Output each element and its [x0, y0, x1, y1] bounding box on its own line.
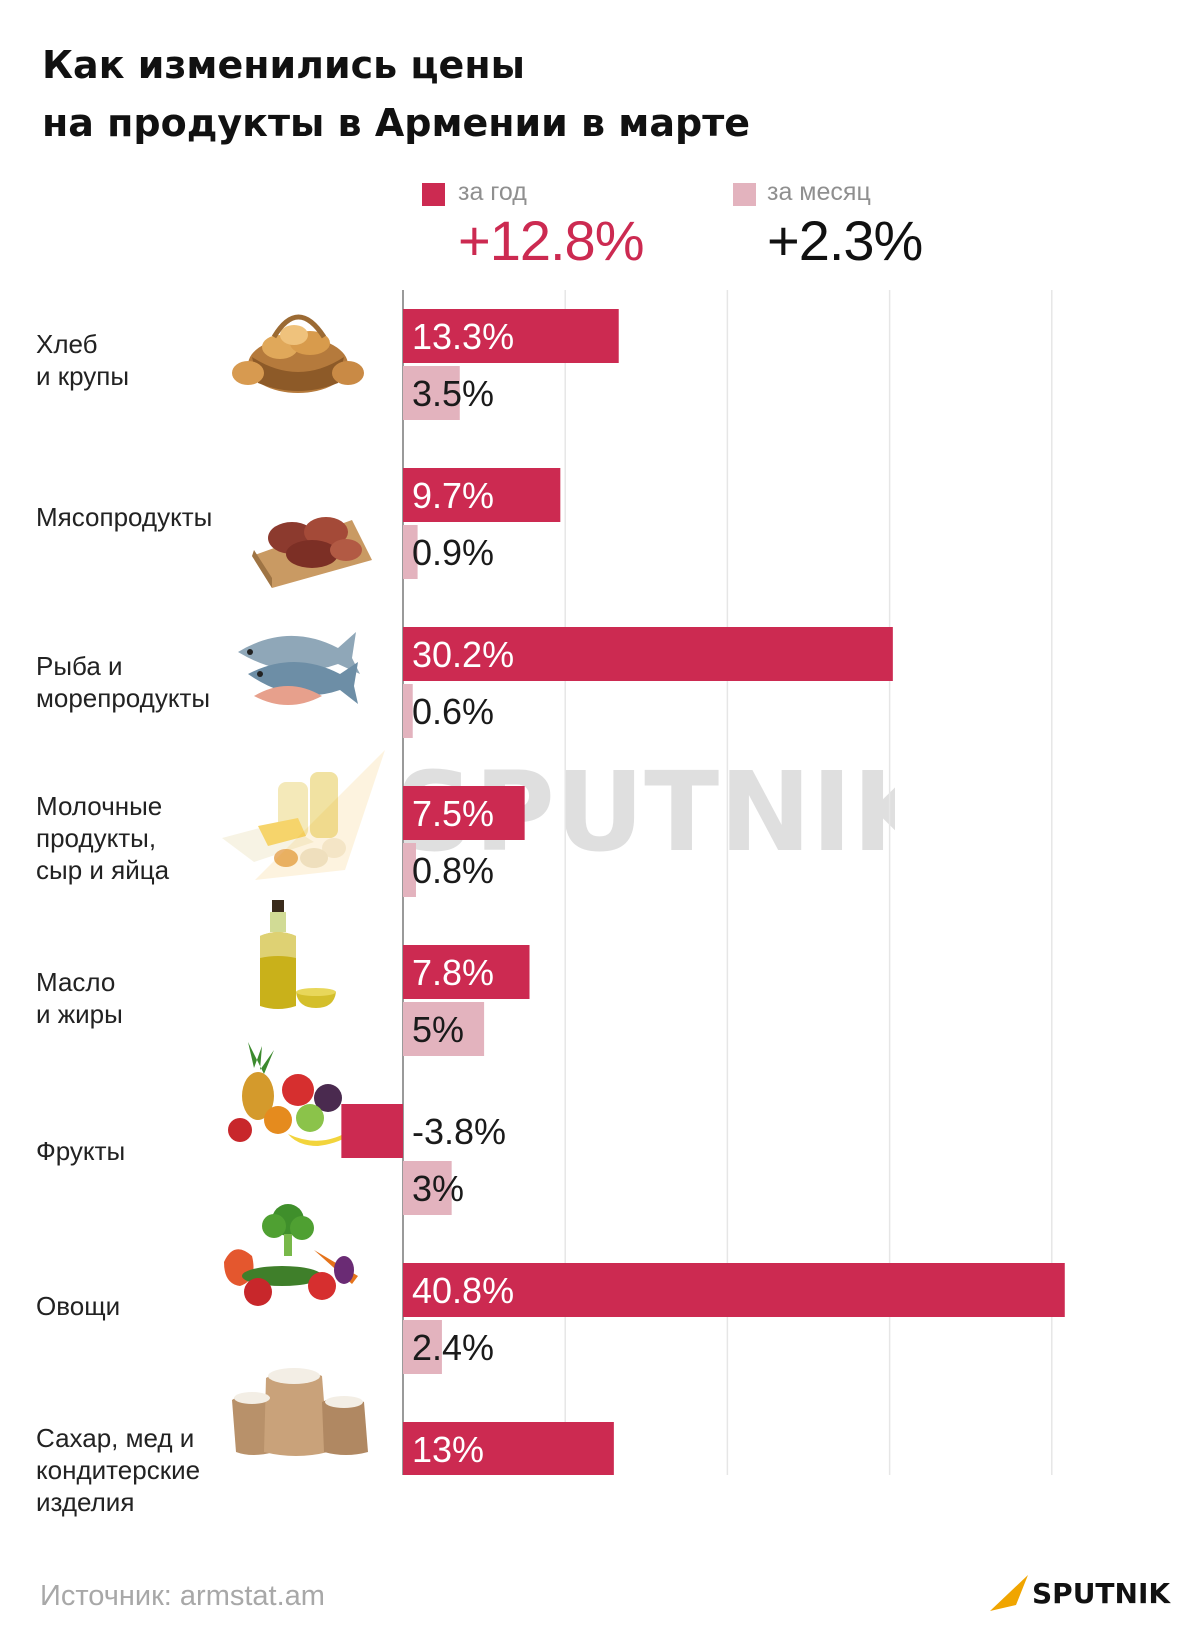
month-bar [403, 1161, 452, 1215]
year-bar [403, 1263, 1065, 1317]
legend-total-month: +2.3% [767, 209, 923, 272]
legend-swatch-month [733, 183, 756, 206]
year-bar [403, 309, 619, 363]
year-value-label: -3.8% [412, 1111, 506, 1152]
month-bar [403, 1320, 442, 1374]
meat-icon [252, 517, 372, 588]
vegetables-icon [224, 1204, 358, 1306]
category-label-line: Сахар, мед и [36, 1423, 195, 1453]
category-label-line: Хлеб [36, 329, 98, 359]
legend-label-month: за месяц [767, 178, 871, 206]
source-note: Источник: armstat.am [40, 1580, 325, 1612]
category-label-vegetables: Овощи [36, 1290, 246, 1322]
category-label-oil: Масло и жиры [36, 966, 246, 1030]
category-label-fruits: Фрукты [36, 1135, 246, 1167]
title-line-1: Как изменились цены [42, 43, 525, 87]
year-bar [341, 1104, 403, 1158]
year-bar [403, 1422, 614, 1475]
month-value-label: 0.6% [412, 691, 494, 732]
category-label-line: изделия [36, 1487, 135, 1517]
month-bar [403, 843, 416, 897]
category-label-dairy: Молочные продукты, сыр и яйца [36, 790, 246, 886]
category-label-meat: Мясопродукты [36, 501, 246, 533]
category-label-line: Масло [36, 967, 116, 997]
dairy-icon [222, 772, 346, 868]
year-bar [403, 945, 530, 999]
category-label-line: кондитерские [36, 1455, 201, 1485]
category-label-line: Мясопродукты [36, 502, 213, 532]
category-label-line: и крупы [36, 361, 130, 391]
sputnik-logo-icon [990, 1575, 1028, 1611]
fruits-icon [228, 1042, 354, 1146]
month-value-label: 2.4% [412, 1327, 494, 1368]
month-value-label: 0.8% [412, 850, 494, 891]
category-label-line: продукты, [36, 823, 157, 853]
bar-chart: 13.3% 3.5% 9.7% 0.9% 30.2% 0.6% 7.5% 0.8% 7.8% 5%… [341, 290, 1065, 1475]
month-bar [403, 1002, 485, 1056]
chart-title: Как изменились цены на продукты в Армени… [42, 36, 750, 152]
logo-text: SPUTNIK [1032, 1576, 1171, 1610]
legend-swatch-year [422, 183, 445, 206]
sugar-sacks-icon [232, 1368, 368, 1456]
month-bar [403, 684, 413, 738]
fish-icon [238, 632, 360, 705]
category-label-sugar: Сахар, мед и кондитерские изделия [36, 1422, 246, 1518]
month-bar [403, 366, 460, 420]
year-bar [403, 627, 893, 681]
title-line-2: на продукты в Армении в марте [42, 101, 750, 145]
year-value-label: 7.5% [412, 793, 494, 834]
month-value-label: 3.5% [412, 373, 494, 414]
legend-total-year: +12.8% [458, 209, 644, 272]
legend-label-year: за год [458, 178, 527, 206]
category-label-line: Рыба и [36, 651, 123, 681]
year-value-label: 40.8% [412, 1270, 514, 1311]
month-value-label: 0.9% [412, 532, 494, 573]
month-value-label: 3% [412, 1168, 464, 1209]
sputnik-logo: SPUTNIK [990, 1575, 1170, 1611]
year-bar [403, 786, 525, 840]
year-value-label: 9.7% [412, 475, 494, 516]
year-value-label: 7.8% [412, 952, 494, 993]
year-bar [403, 468, 561, 522]
month-bar [403, 525, 418, 579]
category-label-line: Овощи [36, 1291, 121, 1321]
category-label-line: Молочные [36, 791, 163, 821]
year-value-label: 13% [412, 1429, 484, 1470]
category-label-line: и жиры [36, 999, 123, 1029]
category-label-bread: Хлеб и крупы [36, 328, 246, 392]
year-value-label: 30.2% [412, 634, 514, 675]
category-label-line: сыр и яйца [36, 855, 170, 885]
month-value-label: 5% [412, 1009, 464, 1050]
category-label-line: Фрукты [36, 1136, 126, 1166]
bread-icon [232, 314, 364, 393]
oil-icon [260, 900, 336, 1009]
category-label-line: морепродукты [36, 683, 211, 713]
year-value-label: 13.3% [412, 316, 514, 357]
category-label-fish: Рыба и морепродукты [36, 650, 246, 714]
